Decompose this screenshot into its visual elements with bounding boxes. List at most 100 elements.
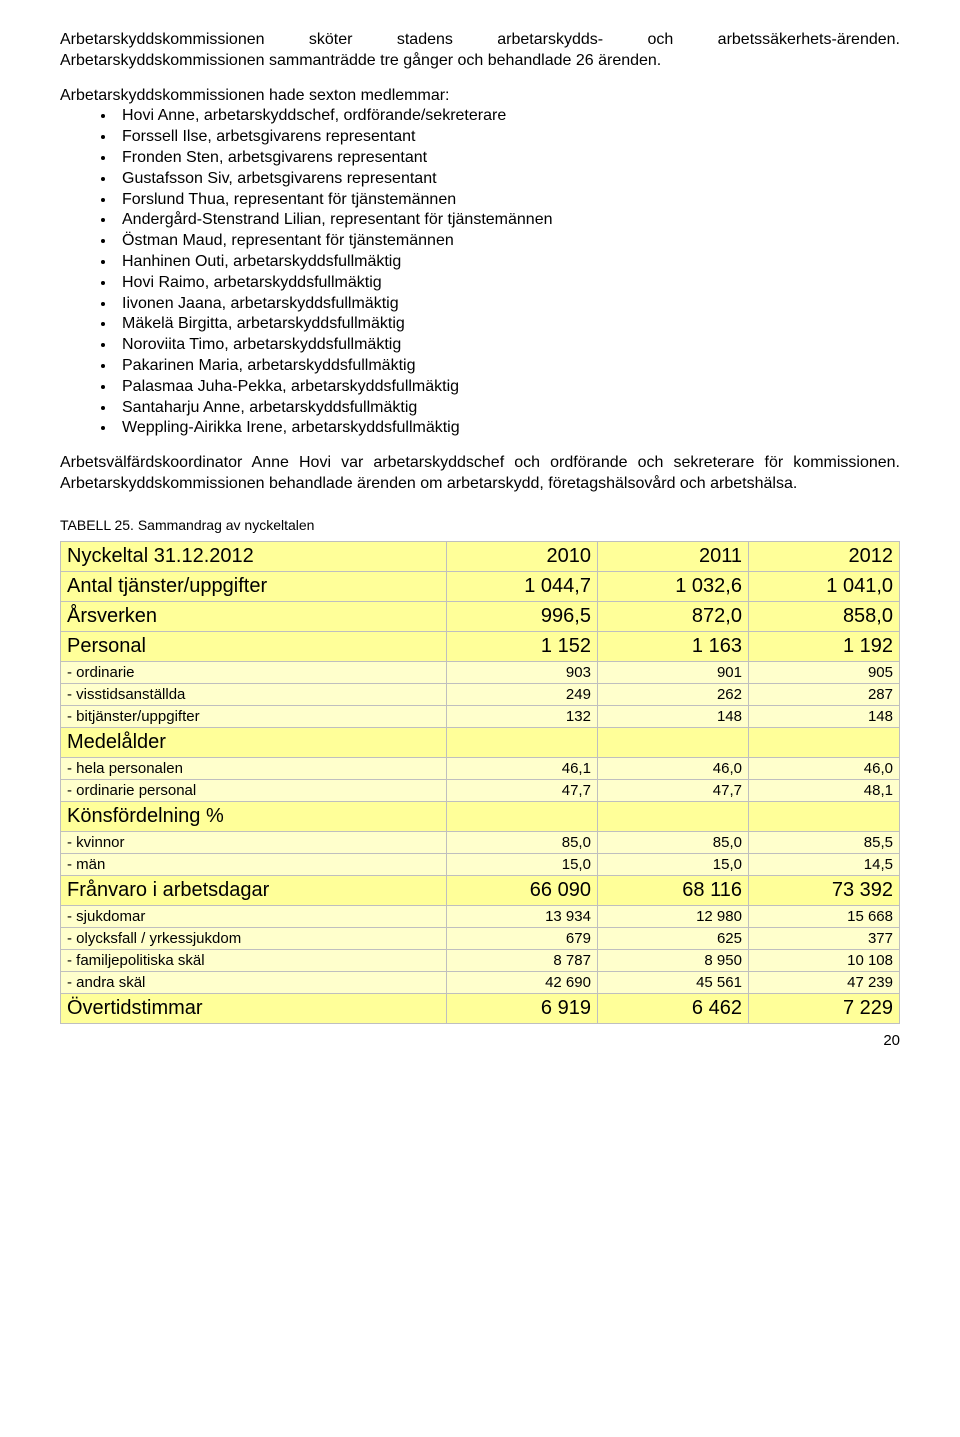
table-row: - ordinarie personal47,747,748,1 <box>61 779 900 801</box>
table-row: - hela personalen46,146,046,0 <box>61 757 900 779</box>
list-item: Forssell Ilse, arbetsgivarens representa… <box>116 127 900 148</box>
row-value <box>748 727 899 757</box>
table-header-row: Nyckeltal 31.12.2012 2010 2011 2012 <box>61 541 900 571</box>
row-value: 14,5 <box>748 853 899 875</box>
list-item: Fronden Sten, arbetsgivarens representan… <box>116 148 900 169</box>
row-value: 47 239 <box>748 971 899 993</box>
row-label: Antal tjänster/uppgifter <box>61 571 447 601</box>
row-label: - hela personalen <box>61 757 447 779</box>
row-value: 1 152 <box>446 631 597 661</box>
row-value <box>446 727 597 757</box>
row-value: 858,0 <box>748 601 899 631</box>
paragraph-summary: Arbetsvälfärdskoordinator Anne Hovi var … <box>60 453 900 495</box>
list-item: Hovi Raimo, arbetarskyddsfullmäktig <box>116 273 900 294</box>
row-value: 132 <box>446 705 597 727</box>
row-label: - ordinarie personal <box>61 779 447 801</box>
row-value: 85,5 <box>748 831 899 853</box>
row-label: - män <box>61 853 447 875</box>
row-value: 42 690 <box>446 971 597 993</box>
row-value: 15,0 <box>446 853 597 875</box>
row-value: 625 <box>597 927 748 949</box>
table-row: Könsfördelning % <box>61 801 900 831</box>
list-item: Santaharju Anne, arbetarskyddsfullmäktig <box>116 398 900 419</box>
list-item: Palasmaa Juha-Pekka, arbetarskyddsfullmä… <box>116 377 900 398</box>
list-item: Pakarinen Maria, arbetarskyddsfullmäktig <box>116 356 900 377</box>
table-body: Antal tjänster/uppgifter1 044,71 032,61 … <box>61 571 900 1023</box>
row-value: 48,1 <box>748 779 899 801</box>
row-value: 46,0 <box>597 757 748 779</box>
row-value: 66 090 <box>446 875 597 905</box>
row-value: 903 <box>446 661 597 683</box>
table-row: - bitjänster/uppgifter132148148 <box>61 705 900 727</box>
row-value: 287 <box>748 683 899 705</box>
row-label: - visstidsanställda <box>61 683 447 705</box>
row-label: Könsfördelning % <box>61 801 447 831</box>
list-item: Iivonen Jaana, arbetarskyddsfullmäktig <box>116 294 900 315</box>
row-value: 1 041,0 <box>748 571 899 601</box>
row-value: 1 044,7 <box>446 571 597 601</box>
row-label: Medelålder <box>61 727 447 757</box>
row-label: - kvinnor <box>61 831 447 853</box>
row-label: - familjepolitiska skäl <box>61 949 447 971</box>
row-value: 679 <box>446 927 597 949</box>
row-value: 15 668 <box>748 905 899 927</box>
row-label: - olycksfall / yrkessjukdom <box>61 927 447 949</box>
nyckeltal-table: Nyckeltal 31.12.2012 2010 2011 2012 Anta… <box>60 541 900 1024</box>
row-value <box>446 801 597 831</box>
table-row: - familjepolitiska skäl8 7878 95010 108 <box>61 949 900 971</box>
row-value: 249 <box>446 683 597 705</box>
list-item: Gustafsson Siv, arbetsgivarens represent… <box>116 169 900 190</box>
row-value: 46,0 <box>748 757 899 779</box>
row-value: 901 <box>597 661 748 683</box>
list-item: Hovi Anne, arbetarskyddschef, ordförande… <box>116 106 900 127</box>
row-value: 1 192 <box>748 631 899 661</box>
row-value: 1 163 <box>597 631 748 661</box>
row-value: 8 787 <box>446 949 597 971</box>
row-label: Övertidstimmar <box>61 993 447 1023</box>
table-row: Antal tjänster/uppgifter1 044,71 032,61 … <box>61 571 900 601</box>
header-year-2010: 2010 <box>446 541 597 571</box>
row-value: 13 934 <box>446 905 597 927</box>
table-row: Årsverken996,5872,0858,0 <box>61 601 900 631</box>
header-label: Nyckeltal 31.12.2012 <box>61 541 447 571</box>
row-value <box>597 727 748 757</box>
table-row: - kvinnor85,085,085,5 <box>61 831 900 853</box>
row-value <box>748 801 899 831</box>
row-value: 996,5 <box>446 601 597 631</box>
row-value: 6 462 <box>597 993 748 1023</box>
list-item: Hanhinen Outi, arbetarskyddsfullmäktig <box>116 252 900 273</box>
table-row: - andra skäl42 69045 56147 239 <box>61 971 900 993</box>
table-row: - visstidsanställda249262287 <box>61 683 900 705</box>
row-value: 872,0 <box>597 601 748 631</box>
row-value: 47,7 <box>446 779 597 801</box>
row-label: - andra skäl <box>61 971 447 993</box>
row-value: 15,0 <box>597 853 748 875</box>
list-item: Noroviita Timo, arbetarskyddsfullmäktig <box>116 335 900 356</box>
row-value: 68 116 <box>597 875 748 905</box>
row-value: 262 <box>597 683 748 705</box>
row-value: 85,0 <box>446 831 597 853</box>
row-label: Personal <box>61 631 447 661</box>
row-value: 46,1 <box>446 757 597 779</box>
row-label: Frånvaro i arbetsdagar <box>61 875 447 905</box>
row-value: 45 561 <box>597 971 748 993</box>
paragraph-intro: Arbetarskyddskommissionen sköter stadens… <box>60 30 900 72</box>
row-label: - bitjänster/uppgifter <box>61 705 447 727</box>
table-row: - sjukdomar13 93412 98015 668 <box>61 905 900 927</box>
table-row: Frånvaro i arbetsdagar66 09068 11673 392 <box>61 875 900 905</box>
row-value: 1 032,6 <box>597 571 748 601</box>
table-row: Medelålder <box>61 727 900 757</box>
header-year-2012: 2012 <box>748 541 899 571</box>
row-label: - sjukdomar <box>61 905 447 927</box>
members-list-intro: Arbetarskyddskommissionen hade sexton me… <box>60 86 900 107</box>
table-row: - ordinarie903901905 <box>61 661 900 683</box>
header-year-2011: 2011 <box>597 541 748 571</box>
row-value: 10 108 <box>748 949 899 971</box>
row-value: 148 <box>748 705 899 727</box>
row-value: 377 <box>748 927 899 949</box>
table-row: - olycksfall / yrkessjukdom679625377 <box>61 927 900 949</box>
list-item: Weppling-Airikka Irene, arbetarskyddsful… <box>116 418 900 439</box>
row-value: 148 <box>597 705 748 727</box>
row-label: Årsverken <box>61 601 447 631</box>
members-list: Hovi Anne, arbetarskyddschef, ordförande… <box>60 106 900 439</box>
